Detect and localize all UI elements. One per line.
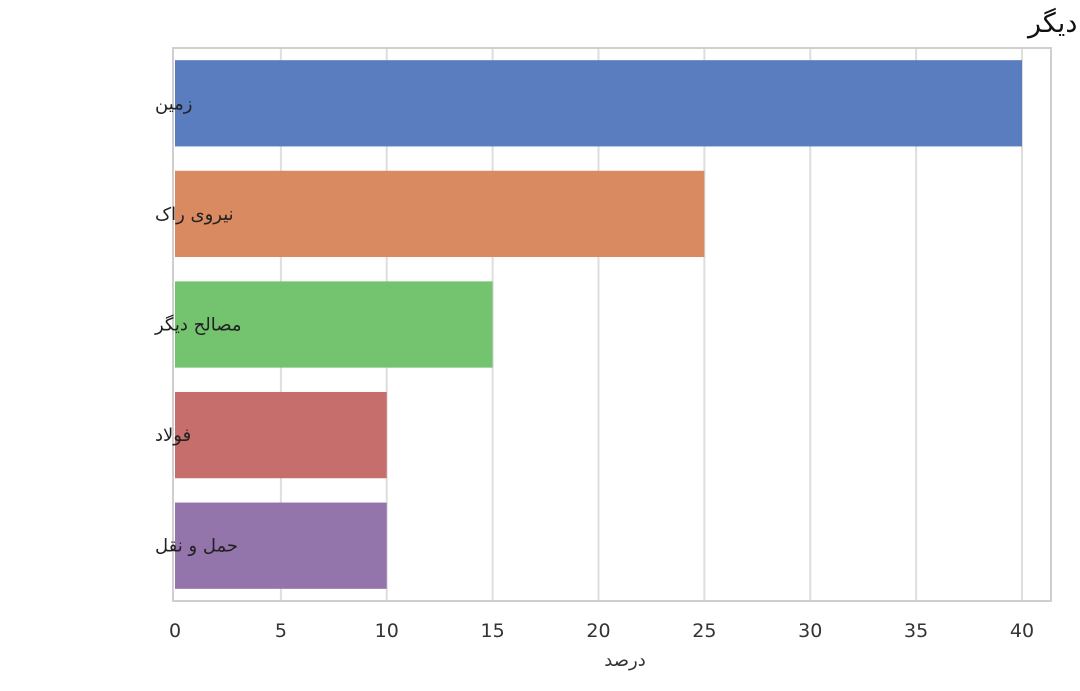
category-labels: زمین نیروی راک مصالح دیگر فولاد حمل و نقل xyxy=(154,93,241,556)
x-tick-label: 5 xyxy=(275,620,287,642)
x-tick-label: 15 xyxy=(481,620,505,642)
x-tick-label: 20 xyxy=(586,620,610,642)
x-tick-label: 25 xyxy=(692,620,716,642)
bars xyxy=(175,60,1022,589)
category-label: فولاد xyxy=(155,425,191,446)
x-tick-label: 10 xyxy=(375,620,399,642)
x-tick-labels: 0 5 10 15 20 25 30 35 40 xyxy=(169,620,1034,642)
category-label: مصالح دیگر xyxy=(154,314,241,336)
bar xyxy=(175,502,387,589)
x-axis-label: درصد xyxy=(604,650,645,671)
x-tick-label: 0 xyxy=(169,620,181,642)
bar xyxy=(175,391,387,479)
bar xyxy=(175,170,705,258)
bar xyxy=(175,281,493,368)
x-tick-label: 40 xyxy=(1010,620,1034,642)
category-label: حمل و نقل xyxy=(155,536,238,557)
category-label: نیروی راک xyxy=(155,204,234,225)
x-tick-label: 30 xyxy=(798,620,822,642)
x-tick-label: 35 xyxy=(904,620,928,642)
chart-title: نمودار ۴:سهم فولاد در هزینه ساخت‌وساز در… xyxy=(1026,7,1080,39)
bar xyxy=(175,60,1022,147)
category-label: زمین xyxy=(155,93,192,114)
